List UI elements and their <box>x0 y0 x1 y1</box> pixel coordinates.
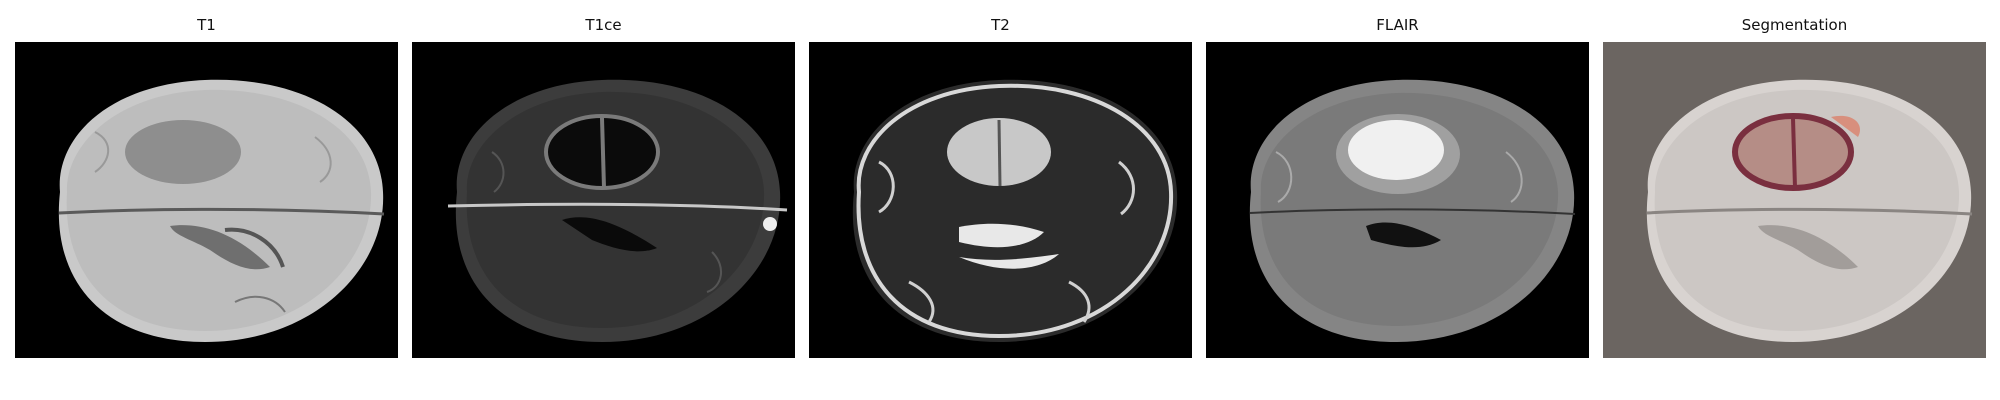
flair-scan-image <box>1206 42 1589 358</box>
segmentation-overlay-image <box>1603 42 1986 358</box>
panel-t2: T2 <box>809 0 1192 400</box>
panel-title-t1ce: T1ce <box>585 16 622 34</box>
panel-t1ce: T1ce <box>412 0 795 400</box>
panel-title-segmentation: Segmentation <box>1741 16 1848 34</box>
panel-t1: T1 <box>15 0 398 400</box>
t1-scan-image <box>15 42 398 358</box>
panel-title-t2: T2 <box>991 16 1010 34</box>
panel-title-flair: FLAIR <box>1376 16 1419 34</box>
t1ce-scan-image <box>412 42 795 358</box>
panel-title-t1: T1 <box>197 16 216 34</box>
t2-scan-image <box>809 42 1192 358</box>
panel-segmentation: Segmentation <box>1603 0 1986 400</box>
panel-flair: FLAIR <box>1206 0 1589 400</box>
